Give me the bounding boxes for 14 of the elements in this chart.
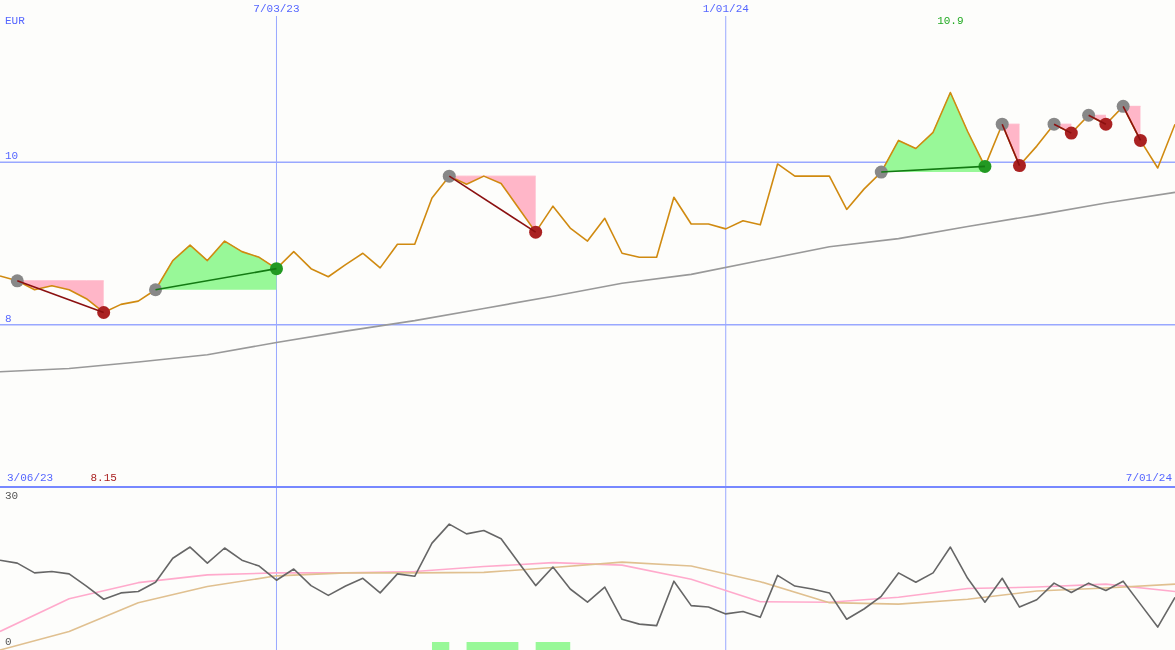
y-tick-label: 30 (5, 489, 19, 502)
y-tick-label: 0 (5, 636, 12, 649)
annotation: 7/01/24 (1125, 472, 1173, 484)
y-tick-label: 10 (5, 150, 19, 163)
annotation: 3/06/23 (7, 472, 54, 484)
x-tick-label: 1/01/24 (702, 3, 750, 15)
line-series (0, 523, 1175, 628)
annotation: 10.9 (937, 15, 964, 27)
y-tick-label: 8 (5, 312, 12, 325)
x-tick-label: 7/03/23 (253, 3, 300, 15)
line-series (0, 561, 1175, 633)
annotation: 8.15 (90, 472, 117, 484)
y-axis-title: EUR (5, 15, 26, 27)
line-series (0, 561, 1175, 650)
